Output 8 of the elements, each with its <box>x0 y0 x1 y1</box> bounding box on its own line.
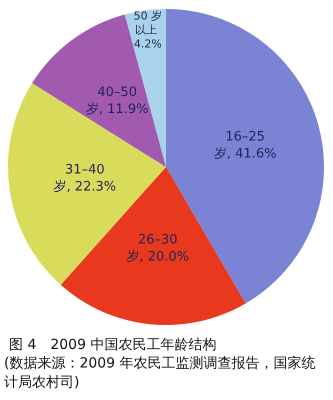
slice-label: 26–30 岁, 20.0% <box>126 232 190 265</box>
slice-label: 16–25 岁, 41.6% <box>214 130 276 162</box>
text: 图 4 2009 中国农民工年龄结构 <box>9 337 216 353</box>
slice-label: 40–50 岁, 11.9% <box>86 85 148 118</box>
text: (数据来源：2009 年农民工监测调查报告，国家统计局农村司) <box>4 356 316 390</box>
data-label: 4.2% <box>134 38 162 51</box>
slice-label: 31–40 岁, 22.3% <box>54 162 116 195</box>
slice-label: 50 岁以上 <box>134 10 162 37</box>
